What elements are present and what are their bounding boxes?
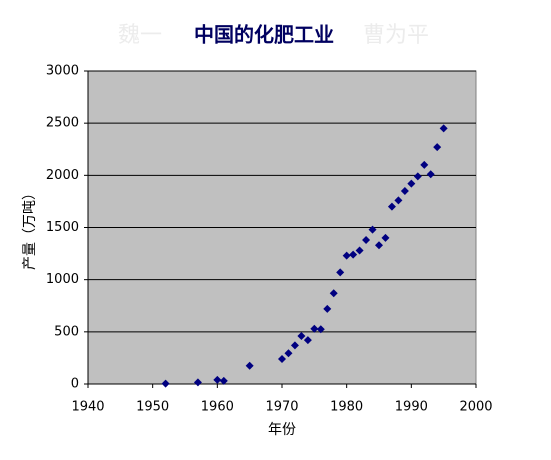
point	[278, 354, 286, 363]
point	[381, 233, 390, 242]
point	[439, 124, 448, 133]
point	[219, 376, 228, 385]
point	[426, 170, 435, 179]
point	[355, 246, 364, 255]
y-tick-label: 2500	[46, 116, 79, 131]
y-tick-label: 1500	[46, 220, 79, 235]
x-tick-label: 1950	[136, 400, 169, 415]
y-tick-label: 2000	[46, 168, 79, 183]
y-axis-label: 产量（万吨）	[22, 186, 38, 270]
x-tick-label: 1960	[201, 400, 234, 415]
point	[193, 378, 202, 387]
point	[349, 250, 358, 259]
point	[387, 202, 396, 211]
x-tick-label: 1990	[395, 400, 428, 415]
x-tick-label: 1980	[330, 400, 363, 415]
y-tick-label: 1000	[46, 272, 79, 287]
point	[400, 186, 409, 195]
point	[213, 375, 222, 384]
point	[161, 379, 170, 388]
x-tick-label: 1970	[265, 400, 298, 415]
x-axis-label: 年份	[268, 422, 296, 438]
point	[420, 160, 429, 169]
point	[316, 325, 325, 334]
point	[245, 361, 254, 370]
chart-title: 中国的化肥工业	[194, 23, 334, 47]
point	[329, 289, 338, 298]
point	[323, 304, 332, 313]
point	[375, 241, 383, 250]
point	[303, 336, 312, 345]
point	[297, 332, 306, 341]
watermark: 魏一	[118, 23, 162, 48]
point	[342, 251, 351, 260]
y-tick-label: 0	[71, 377, 79, 392]
point	[362, 236, 371, 245]
point	[433, 143, 442, 152]
point	[290, 341, 299, 350]
point	[394, 196, 403, 205]
point	[407, 179, 416, 188]
point	[368, 225, 377, 234]
point	[336, 268, 345, 277]
point	[284, 349, 293, 358]
point	[413, 172, 422, 181]
y-tick-label: 500	[54, 324, 79, 339]
watermark: 曹为平	[363, 23, 429, 48]
y-tick-label: 3000	[46, 64, 79, 79]
x-tick-label: 1940	[71, 400, 104, 415]
x-tick-label: 2000	[459, 400, 492, 415]
point	[310, 324, 319, 333]
